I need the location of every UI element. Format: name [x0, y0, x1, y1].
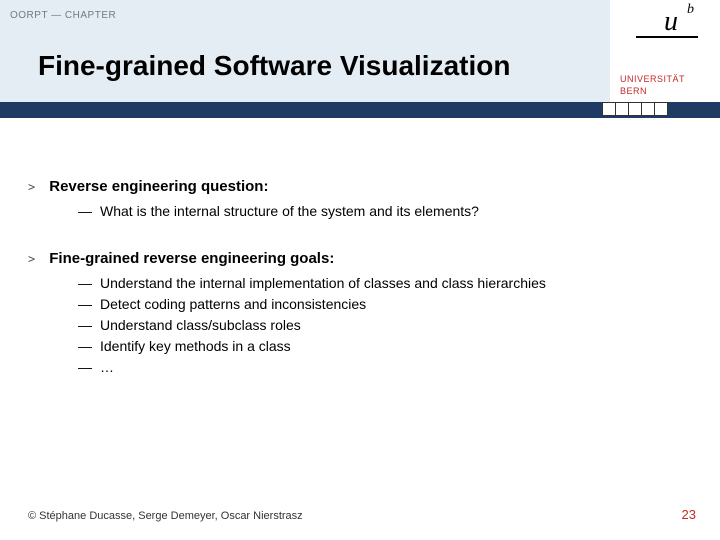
list-item: —Understand class/subclass roles [78, 315, 688, 336]
university-name: UNIVERSITÄT BERN [620, 74, 685, 97]
sub-list: —What is the internal structure of the s… [78, 201, 688, 222]
square-icon [615, 102, 629, 116]
list-item: —Understand the internal implementation … [78, 273, 688, 294]
logo-underline [636, 36, 698, 38]
square-icon [641, 102, 655, 116]
square-icon [628, 102, 642, 116]
list-item: —What is the internal structure of the s… [78, 201, 688, 222]
page-number: 23 [682, 507, 696, 522]
logo-letter-b: b [687, 2, 694, 18]
square-icon [654, 102, 668, 116]
list-item: —… [78, 357, 688, 378]
content-area: > Reverse engineering question: —What is… [28, 178, 688, 406]
chevron-icon: > [28, 180, 35, 194]
section-title: Reverse engineering question: [49, 178, 268, 195]
section-goals: > Fine-grained reverse engineering goals… [28, 250, 688, 378]
slide: OORPT — CHAPTER Fine-grained Software Vi… [0, 0, 720, 540]
chevron-icon: > [28, 252, 35, 266]
logo-letter-u: u [664, 6, 678, 38]
list-item: —Detect coding patterns and inconsistenc… [78, 294, 688, 315]
section-title: Fine-grained reverse engineering goals: [49, 250, 334, 267]
section-question: > Reverse engineering question: —What is… [28, 178, 688, 222]
decorative-squares [602, 102, 667, 116]
slide-title: Fine-grained Software Visualization [38, 50, 510, 82]
footer-copyright: © Stéphane Ducasse, Serge Demeyer, Oscar… [28, 510, 303, 522]
sub-list: —Understand the internal implementation … [78, 273, 688, 378]
chapter-label: OORPT — CHAPTER [10, 10, 116, 21]
square-icon [602, 102, 616, 116]
list-item: —Identify key methods in a class [78, 336, 688, 357]
